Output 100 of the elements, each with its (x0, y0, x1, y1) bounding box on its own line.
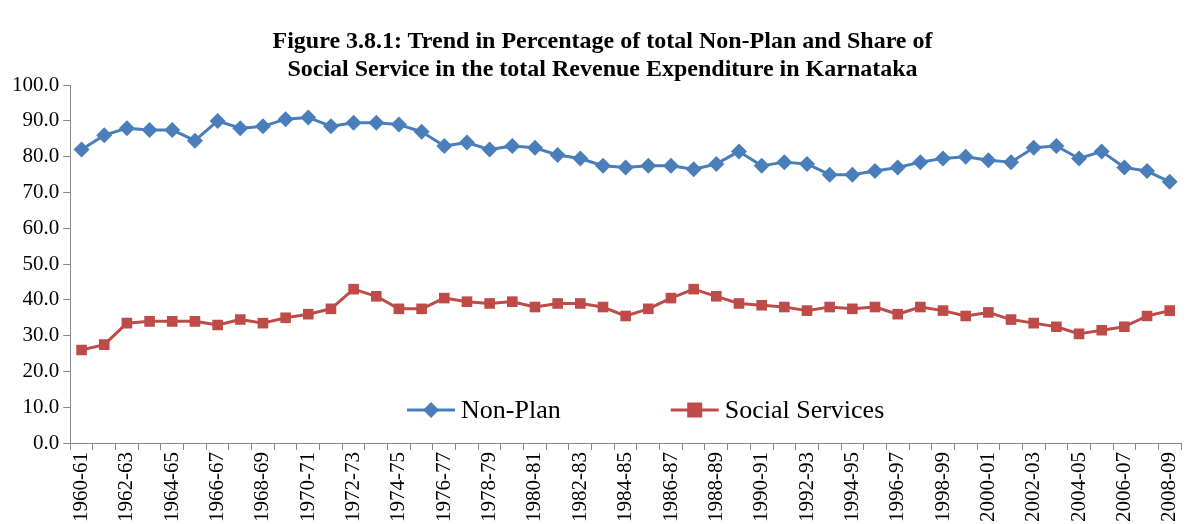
point (438, 292, 450, 304)
point (711, 291, 722, 302)
point (753, 157, 770, 174)
point (685, 161, 702, 178)
point (801, 305, 813, 316)
point (348, 283, 359, 295)
point (756, 299, 767, 311)
y-tick-label: 90.0 (22, 107, 60, 132)
point (980, 152, 997, 169)
point (277, 111, 294, 128)
y-tick-label: 40.0 (22, 286, 60, 311)
point (481, 141, 498, 158)
point (461, 296, 473, 307)
point (302, 308, 314, 320)
text: Figure 3.8.1: Trend in Percentage of total Non-Plan and Share of (272, 27, 933, 53)
point (368, 114, 385, 131)
point (390, 116, 407, 133)
point (575, 298, 586, 309)
y-tick-label: 30.0 (22, 322, 60, 347)
point (983, 307, 994, 318)
x-tick-label: 1968-69 (249, 452, 274, 523)
point (1164, 305, 1176, 316)
point (413, 123, 430, 140)
x-tick-label: 1960-61 (68, 452, 93, 523)
point (915, 301, 926, 313)
x-tick-label: 1988-89 (702, 452, 727, 523)
x-tick-label: 1976-77 (430, 452, 455, 523)
point (118, 120, 135, 137)
y-tick-label: 100.0 (12, 71, 60, 96)
point (892, 308, 903, 320)
point (1071, 150, 1088, 167)
point (141, 121, 158, 138)
point (1139, 163, 1156, 180)
point (889, 159, 906, 176)
x-tick-label: 1972-73 (340, 452, 365, 523)
point (416, 303, 427, 315)
point (821, 166, 838, 183)
point (643, 303, 654, 315)
point (98, 339, 110, 350)
point (799, 155, 816, 172)
x-tick-label: 1964-65 (158, 452, 183, 523)
point (779, 301, 790, 313)
point (254, 118, 271, 135)
y-tick-label: 80.0 (22, 143, 60, 168)
point (1116, 159, 1133, 176)
x-tick-label: 1970-71 (294, 452, 319, 523)
point (844, 166, 861, 183)
point (166, 316, 178, 327)
point (1005, 314, 1017, 325)
point (484, 298, 495, 309)
point (526, 139, 543, 156)
point (935, 150, 952, 167)
x-tick-label: 1978-79 (476, 452, 501, 523)
point (620, 310, 631, 322)
point (436, 138, 453, 155)
point (912, 154, 929, 171)
point (300, 109, 317, 126)
point (1096, 324, 1108, 336)
point (212, 319, 223, 331)
x-tick-label: 1990-91 (748, 452, 773, 523)
x-tick-label: 1992-93 (793, 452, 818, 523)
point (847, 303, 858, 315)
point (1048, 138, 1065, 155)
x-tick-label: 1982-83 (566, 452, 591, 523)
y-tick-label: 50.0 (22, 250, 60, 275)
point (1051, 321, 1062, 333)
x-tick-label: 2002-03 (1020, 452, 1045, 523)
x-tick-label: 1996-97 (884, 452, 909, 523)
point (708, 155, 725, 172)
point (824, 301, 835, 313)
point (280, 312, 291, 324)
point (1028, 317, 1040, 329)
x-tick-label: 2000-01 (974, 452, 999, 523)
x-tick-label: 1998-99 (929, 452, 954, 523)
point (209, 112, 226, 129)
point (96, 127, 113, 144)
point (458, 134, 475, 151)
x-tick-label: 2004-05 (1065, 452, 1090, 523)
x-tick-label: 1974-75 (385, 452, 410, 523)
y-tick-label: 60.0 (22, 214, 60, 239)
point (552, 298, 563, 309)
point (1161, 173, 1178, 190)
point (776, 154, 793, 171)
point (617, 159, 634, 176)
y-tick-label: 10.0 (22, 393, 60, 418)
point (867, 163, 884, 180)
point (1025, 139, 1042, 156)
text: Social Service in the total Revenue Expenditure in Karnataka (287, 54, 918, 81)
point (322, 118, 339, 135)
y-tick-label: 0.0 (33, 429, 60, 454)
point (957, 148, 974, 165)
x-tick-label: 2008-09 (1156, 452, 1181, 523)
point (733, 298, 745, 309)
point (370, 291, 382, 302)
point (640, 157, 657, 174)
legend-label: Social Services (724, 394, 885, 424)
x-tick-label: 1984-85 (612, 452, 637, 523)
point (345, 114, 362, 131)
x-tick-label: 1994-95 (838, 452, 863, 523)
y-tick-label: 20.0 (22, 357, 60, 382)
